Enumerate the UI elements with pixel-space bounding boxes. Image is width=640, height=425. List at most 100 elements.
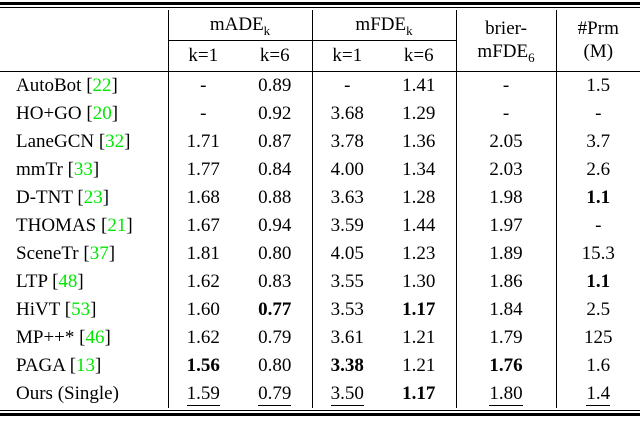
mfde-label: mFDE — [355, 14, 407, 35]
cell-value: 0.84 — [258, 159, 292, 180]
prm-cell: 3.7 — [555, 128, 640, 156]
made-k6-cell: 0.94 — [238, 212, 312, 240]
mfde-k1-cell: 4.05 — [311, 240, 383, 268]
citation-link[interactable]: 33 — [73, 159, 93, 180]
made-k6-cell: 0.79 — [238, 324, 312, 352]
made-k6-cell: 0.77 — [238, 296, 312, 324]
cell-value: - — [595, 103, 602, 124]
cell-value: 3.50 — [330, 383, 364, 406]
citation-close-bracket: ] — [92, 159, 100, 180]
made-k6-cell: 0.92 — [238, 100, 312, 128]
cell-value: 1.89 — [489, 243, 523, 264]
citation-link[interactable]: 21 — [107, 215, 127, 236]
citation-link[interactable]: 53 — [71, 299, 91, 320]
cell-value: 1.1 — [586, 271, 611, 292]
method-cell: mmTr [33] — [0, 156, 168, 184]
cell-value: 1.34 — [402, 159, 436, 180]
citation-open-bracket: [ — [64, 355, 77, 376]
citation-link[interactable]: 20 — [92, 103, 112, 124]
prm-line2: (M) — [583, 40, 614, 62]
cell-value: 0.80 — [258, 355, 292, 376]
method-name: mmTr — [16, 159, 63, 180]
citation-link[interactable]: 23 — [83, 187, 103, 208]
citation-open-bracket: [ — [72, 187, 84, 208]
citation: [46] — [74, 327, 111, 348]
made-k6-cell: 0.84 — [238, 156, 312, 184]
cell-value: 0.79 — [258, 383, 292, 406]
prm-cell: 2.6 — [555, 156, 640, 184]
citation-open-bracket: [ — [81, 75, 93, 96]
cell-value: 1.80 — [489, 383, 523, 406]
cell-value: - — [200, 103, 207, 124]
citation-link[interactable]: 46 — [85, 327, 105, 348]
prm-cell: 125 — [555, 324, 640, 352]
mfde-k6-cell: 1.44 — [382, 212, 456, 240]
cell-value: 1.30 — [402, 271, 436, 292]
mfde-subscript: k — [406, 22, 413, 38]
method-name: LTP — [16, 271, 48, 292]
prm-cell: 1.6 — [555, 352, 640, 380]
cell-value: 0.79 — [258, 327, 292, 348]
citation-link[interactable]: 22 — [92, 75, 112, 96]
made-k1-cell: 1.56 — [167, 352, 238, 380]
mfde-k1-cell: 3.38 — [311, 352, 383, 380]
method-cell: HiVT [53] — [0, 296, 168, 324]
cell-value: 0.89 — [258, 75, 292, 96]
header-made-k6: k=6 — [259, 45, 290, 66]
prm-cell: - — [555, 212, 640, 240]
citation-link[interactable]: 48 — [58, 271, 78, 292]
citation-open-bracket: [ — [94, 131, 106, 152]
results-table: mADEk mFDEk brier- mFDE6 #Prm (M) — [0, 10, 640, 408]
method-cell: SceneTr [37] — [0, 240, 168, 268]
cell-value: 0.80 — [258, 243, 292, 264]
brier-mfde-cell: 1.79 — [455, 324, 557, 352]
cell-value: 1.28 — [402, 187, 436, 208]
citation-close-bracket: ] — [102, 187, 110, 208]
cell-value: 3.53 — [330, 299, 364, 320]
mfde-k6-cell: 1.17 — [382, 380, 456, 408]
made-k1-cell: 1.62 — [167, 324, 238, 352]
made-k6-cell: 0.80 — [238, 240, 312, 268]
brier-mfde-cell: 1.97 — [455, 212, 557, 240]
made-k1-cell: 1.81 — [167, 240, 238, 268]
citation-close-bracket: ] — [126, 215, 133, 236]
made-k1-cell: 1.67 — [167, 212, 238, 240]
cell-value: 15.3 — [581, 243, 615, 264]
mfde-k1-cell: 3.68 — [311, 100, 383, 128]
header-mfde-k1: k=1 — [311, 40, 383, 72]
citation-link[interactable]: 32 — [105, 131, 125, 152]
table-header: mADEk mFDEk brier- mFDE6 #Prm (M) — [0, 10, 640, 72]
mfde-k1-cell: - — [311, 71, 383, 100]
cell-value: 4.05 — [330, 243, 364, 264]
cell-value: 1.6 — [586, 355, 611, 376]
brier-mfde-cell: 1.98 — [455, 184, 557, 212]
citation-link[interactable]: 13 — [76, 355, 96, 376]
cell-value: 1.81 — [186, 243, 220, 264]
made-k1-cell: 1.68 — [167, 184, 238, 212]
citation-open-bracket: [ — [47, 271, 59, 292]
method-cell: Ours (Single) — [0, 380, 168, 408]
top-rule-thin — [0, 7, 640, 8]
method-name: Ours (Single) — [16, 383, 119, 404]
made-k1-cell: 1.60 — [167, 296, 238, 324]
citation: [22] — [81, 75, 118, 96]
cell-value: 2.5 — [586, 299, 611, 320]
cell-value: 1.29 — [402, 103, 436, 124]
top-rule-thick — [0, 2, 640, 5]
cell-value: 0.83 — [258, 271, 292, 292]
citation: [48] — [47, 271, 84, 292]
table-row: THOMAS [21] 1.67 0.94 3.59 1.44 1.97 - — [0, 212, 640, 240]
made-label: mADE — [209, 14, 264, 35]
citation: [23] — [73, 187, 109, 208]
mfde-k6-cell: 1.28 — [382, 184, 456, 212]
made-k6-cell: 0.79 — [238, 380, 312, 408]
cell-value: 1.98 — [489, 187, 523, 208]
brier-line2: mFDE6 — [477, 41, 534, 64]
mfde-k6-cell: 1.36 — [382, 128, 456, 156]
cell-value: 1.86 — [489, 271, 523, 292]
citation-link[interactable]: 37 — [89, 243, 109, 264]
brier-mfde-cell: 2.05 — [455, 128, 557, 156]
brier-mfde-cell: 1.86 — [455, 268, 557, 296]
cell-value: 1.77 — [186, 159, 220, 180]
citation: [33] — [63, 159, 100, 180]
